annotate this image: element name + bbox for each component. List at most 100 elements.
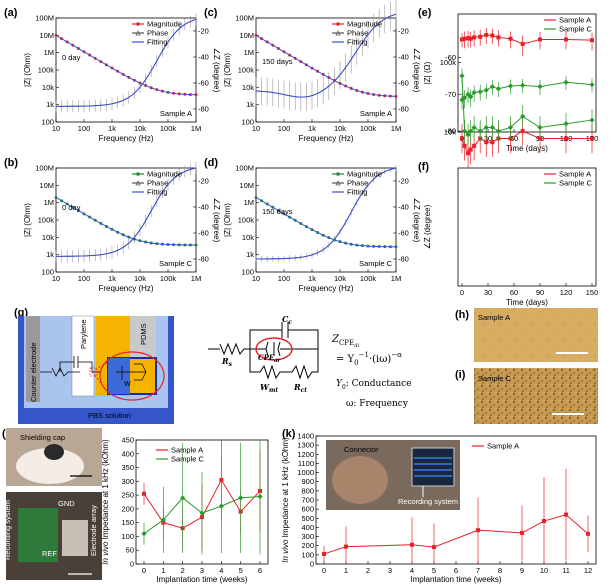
time-ylabel: |Z| (Ω) xyxy=(423,61,432,84)
cc-symbol: Cc xyxy=(282,314,292,326)
bode-xlabel: Frequency (Hz) xyxy=(98,284,153,293)
time-x-tick-label: 60 xyxy=(510,288,518,297)
vivo-point xyxy=(432,545,436,550)
wmt-symbol: Wmt xyxy=(260,382,278,394)
vivo-y-tick-label: 0 xyxy=(130,560,134,569)
bode-sample-label: Sample A xyxy=(360,109,392,118)
bode-phase-fit xyxy=(255,13,397,98)
vivo-x-tick-label: 3 xyxy=(200,566,204,575)
vivo-x-tick-label: 6 xyxy=(258,566,262,575)
vivo-point xyxy=(257,493,263,500)
time-point-c xyxy=(483,124,489,131)
time-frame xyxy=(457,13,597,133)
time-x-tick-label: 30 xyxy=(484,288,492,297)
time-point-c xyxy=(489,84,495,90)
bode-x-tick-label: 100 xyxy=(278,274,291,283)
vivo-point xyxy=(476,528,480,533)
time-point-a xyxy=(520,41,525,46)
time-panel-label: (e) xyxy=(418,7,432,19)
bode-x-tick-label: 1k xyxy=(108,124,116,133)
time-legend-label: Sample A xyxy=(559,170,591,179)
bode-frame xyxy=(255,167,397,273)
bode-legend-marker xyxy=(336,22,340,26)
bode-x-tick-label: 1k xyxy=(108,274,116,283)
vivo-point xyxy=(199,510,205,516)
vivo-point xyxy=(322,551,326,556)
vivo-y-tick-label: 900 xyxy=(301,477,314,486)
vivo-x-tick-label: 6 xyxy=(454,566,458,575)
panel-k: (k) xyxy=(282,428,296,440)
bode-x-tick-label: 100k xyxy=(160,274,177,283)
bode-y-tick-label: 10k xyxy=(42,83,54,92)
bode-phase-line xyxy=(55,167,197,257)
bode-day-label: 0 day xyxy=(62,53,81,62)
bode-r-tick-label: -80 xyxy=(198,105,209,114)
time-point-c xyxy=(507,83,514,89)
time-point-a xyxy=(472,143,477,148)
bode-y-tick-label: 1M xyxy=(44,48,54,57)
vivo-xlabel: Implantation time (weeks) xyxy=(156,575,247,584)
time-point-c xyxy=(468,128,474,134)
photo-monitor xyxy=(411,447,455,487)
vivo-legend-label: Sample A xyxy=(487,442,519,451)
bode-r-tick-label: -40 xyxy=(198,53,209,62)
recording-system-label-j: Recording system xyxy=(3,500,12,560)
vivo-ylabel-italic: In vivo xyxy=(101,541,110,565)
time-point-c xyxy=(563,121,569,127)
bode-y-tick-label: 10k xyxy=(242,83,254,92)
photo-cap xyxy=(44,444,64,460)
bode-panel-3: (b)10 100 1k 10k 100k 1M100M10M1M100k10k1k100… xyxy=(4,157,221,293)
bode-y-tick-label: 10M xyxy=(239,181,254,190)
vivo-ylabel-italic: In vivo xyxy=(281,539,290,563)
bode-x-tick-label: 1k xyxy=(308,124,316,133)
time-point-a xyxy=(490,140,495,145)
bode-legend-marker xyxy=(135,180,141,186)
vivo-y-tick-label: 1200 xyxy=(297,450,314,459)
vivo-y-tick-label: 200 xyxy=(301,541,314,550)
bode-xlabel: Frequency (Hz) xyxy=(98,134,153,143)
time-y-tick-label: -70 xyxy=(445,90,456,99)
bode-x-tick-label: 100k xyxy=(360,274,377,283)
time-point-a xyxy=(460,136,464,141)
parylene-layer xyxy=(71,315,95,397)
bode-day-label: 0 day xyxy=(62,203,81,212)
vivo-y-tick-label: 400 xyxy=(301,523,314,532)
pdms-label: PDMS xyxy=(139,323,148,345)
vivo-x-tick-label: 8 xyxy=(498,566,502,575)
time-series-line xyxy=(461,75,593,136)
time-point-a xyxy=(484,140,489,145)
bode-y-tick-label: 100 xyxy=(41,118,54,127)
parylene-label: Parylene xyxy=(79,319,88,349)
bode-phase-fit xyxy=(255,167,397,260)
time-point-a xyxy=(468,36,473,41)
bode-y-tick-label: 1k xyxy=(46,100,54,109)
panel-h: (h) Sample A xyxy=(455,308,598,362)
vivo-ylabel: In vivo Impedance at 1 kHz (kOhm) xyxy=(281,437,290,563)
recording-system-label-k: Recording system xyxy=(398,497,458,506)
time-point-a xyxy=(490,33,495,38)
time-point-c xyxy=(477,89,483,95)
vivo-y-tick-label: 700 xyxy=(301,496,314,505)
time-legend-label: Sample A xyxy=(559,16,591,25)
bode-legend-marker xyxy=(136,22,140,26)
eq-lhs: ZCPEdl xyxy=(331,334,359,349)
bode-day-label: 150 days xyxy=(262,207,293,216)
time-point-c xyxy=(465,91,471,97)
bode-y-tick-label: 1M xyxy=(244,48,254,57)
bode-y-tick-label: 100k xyxy=(238,66,255,75)
vivo-y-tick-label: 250 xyxy=(121,491,134,500)
time-panel-label: (f) xyxy=(418,161,429,173)
bode-xlabel: Frequency (Hz) xyxy=(298,134,353,143)
bode-r-tick-label: -60 xyxy=(198,229,209,238)
bode-phase-fit xyxy=(55,18,197,107)
bode-panel-label: (a) xyxy=(4,7,18,19)
vivo-y-tick-label: 600 xyxy=(301,505,314,514)
bode-mag-fit xyxy=(55,197,197,246)
omega-desc: ω: Frequency xyxy=(346,399,409,409)
vivo-x-tick-label: 3 xyxy=(388,566,392,575)
time-point-a xyxy=(508,36,513,41)
time-point-a xyxy=(564,136,568,141)
vivo-legend-label: Sample A xyxy=(171,446,203,455)
vivo-point xyxy=(542,519,546,524)
time-point-c xyxy=(471,124,477,131)
